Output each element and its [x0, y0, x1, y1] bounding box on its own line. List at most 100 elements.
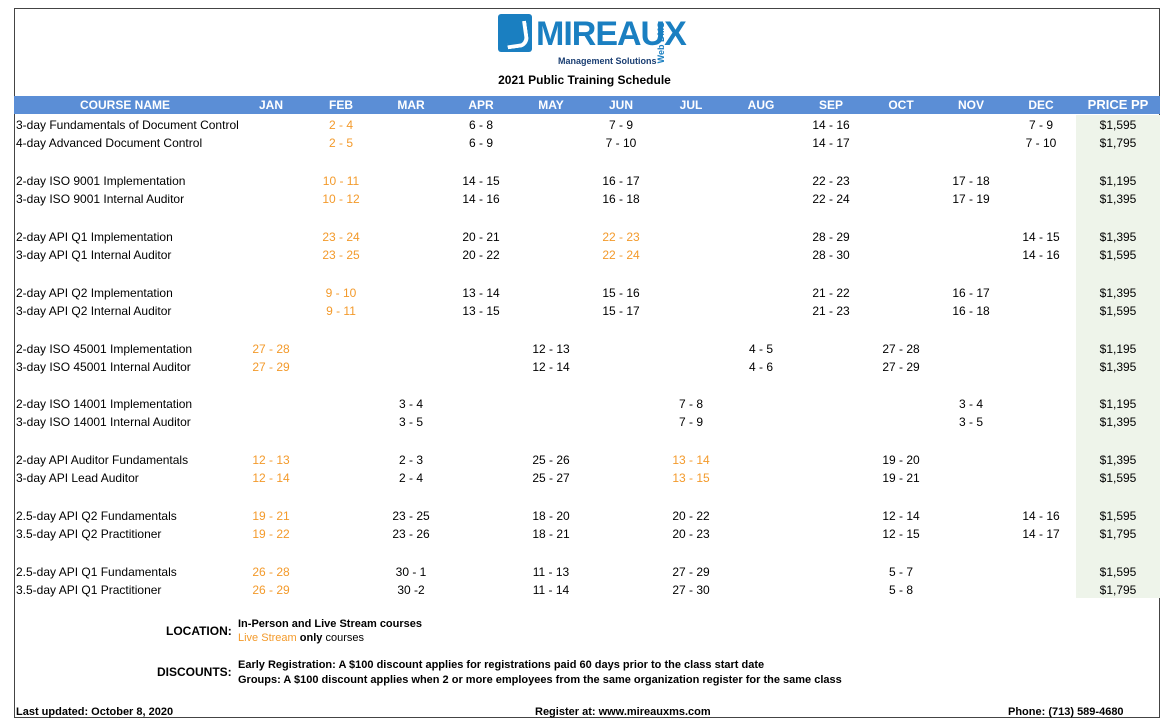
- session-date: 10 - 12: [322, 192, 360, 206]
- phone-number: Phone: (713) 589-4680: [1008, 706, 1124, 718]
- session-date: 27 - 28: [882, 342, 920, 356]
- only-text: only: [299, 632, 323, 644]
- session-date: 14 - 15: [1022, 230, 1060, 244]
- session-date: 22 - 24: [812, 192, 850, 206]
- course-price: $1,195: [1099, 342, 1137, 356]
- page-title: 2021 Public Training Schedule: [498, 73, 671, 87]
- session-date: 14 - 15: [462, 174, 500, 188]
- session-date: 14 - 17: [812, 136, 850, 150]
- course-name: 2.5-day API Q2 Fundamentals: [16, 509, 177, 523]
- course-price: $1,595: [1099, 248, 1137, 262]
- brand-name: MIREAUX: [536, 15, 687, 53]
- header-month-jun: JUN: [608, 98, 633, 112]
- session-date: 13 - 14: [462, 286, 500, 300]
- location-line-1: In-Person and Live Stream courses: [238, 618, 423, 630]
- session-date: 14 - 17: [1022, 527, 1060, 541]
- session-date: 17 - 18: [952, 174, 990, 188]
- session-date: 16 - 18: [602, 192, 640, 206]
- course-price: $1,395: [1099, 230, 1137, 244]
- course-name: 3.5-day API Q1 Practitioner: [16, 583, 162, 597]
- header-month-apr: APR: [468, 98, 494, 112]
- course-price: $1,395: [1099, 192, 1137, 206]
- session-date: 2 - 4: [398, 471, 423, 485]
- course-name: 3-day Fundamentals of Document Control: [16, 118, 239, 132]
- session-date: 15 - 17: [602, 304, 640, 318]
- session-date: 23 - 25: [392, 509, 430, 523]
- session-date: 22 - 23: [812, 174, 850, 188]
- session-date: 26 - 28: [252, 565, 290, 579]
- session-date: 16 - 18: [952, 304, 990, 318]
- session-date: 19 - 21: [882, 471, 920, 485]
- last-updated: Last updated: October 8, 2020: [16, 706, 174, 718]
- session-date: 23 - 26: [392, 527, 430, 541]
- session-date: 13 - 14: [672, 453, 710, 467]
- session-date: 16 - 17: [952, 286, 990, 300]
- course-price: $1,795: [1099, 583, 1137, 597]
- brand-tagline: Management Solutions: [558, 56, 657, 66]
- session-date: 3 - 4: [958, 397, 983, 411]
- session-date: 19 - 20: [882, 453, 920, 467]
- session-date: 25 - 27: [532, 471, 570, 485]
- header-month-sep: SEP: [818, 98, 843, 112]
- header-month-dec: DEC: [1028, 98, 1054, 112]
- session-date: 5 - 7: [888, 565, 913, 579]
- session-date: 9 - 11: [326, 304, 356, 318]
- course-price: $1,795: [1099, 136, 1137, 150]
- session-date: 11 - 13: [532, 565, 570, 579]
- session-date: 14 - 16: [462, 192, 500, 206]
- session-date: 11 - 14: [532, 583, 570, 597]
- header-month-jul: JUL: [679, 98, 703, 112]
- session-date: 14 - 16: [1022, 509, 1060, 523]
- session-date: 3 - 5: [398, 415, 423, 429]
- course-price: $1,595: [1099, 565, 1137, 579]
- register-link[interactable]: Register at: www.mireauxms.com: [535, 706, 711, 718]
- session-date: 6 - 9: [468, 136, 493, 150]
- session-date: 22 - 24: [602, 248, 640, 262]
- session-date: 19 - 22: [252, 527, 290, 541]
- header-price: PRICE PP: [1087, 97, 1149, 112]
- session-date: 22 - 23: [602, 230, 640, 244]
- session-date: 25 - 26: [532, 453, 570, 467]
- course-name: 2-day API Q1 Implementation: [16, 230, 173, 244]
- session-date: 30 -2: [397, 583, 425, 597]
- session-date: 27 - 29: [672, 565, 710, 579]
- course-price: $1,195: [1099, 174, 1137, 188]
- session-date: 21 - 23: [812, 304, 850, 318]
- course-name: 2-day API Auditor Fundamentals: [16, 453, 189, 467]
- session-date: 12 - 14: [252, 471, 290, 485]
- course-name: 2-day ISO 14001 Implementation: [16, 397, 193, 411]
- course-price: $1,395: [1099, 415, 1137, 429]
- course-name: 3-day API Q1 Internal Auditor: [16, 248, 172, 262]
- session-date: 19 - 21: [252, 509, 290, 523]
- session-date: 7 - 10: [605, 136, 637, 150]
- course-name: 3-day ISO 9001 Internal Auditor: [16, 192, 185, 206]
- session-date: 23 - 25: [322, 248, 360, 262]
- table-header-bar: [14, 96, 1160, 114]
- course-name: 3-day ISO 14001 Internal Auditor: [16, 415, 191, 429]
- header-month-may: MAY: [538, 98, 564, 112]
- header-month-mar: MAR: [397, 98, 425, 112]
- session-date: 10 - 11: [322, 174, 360, 188]
- discounts-label: DISCOUNTS:: [157, 665, 232, 679]
- course-name: 4-day Advanced Document Control: [16, 136, 203, 150]
- header-month-feb: FEB: [329, 98, 353, 112]
- session-date: 21 - 22: [812, 286, 850, 300]
- session-date: 13 - 15: [672, 471, 710, 485]
- course-name: 2-day ISO 9001 Implementation: [16, 174, 186, 188]
- session-date: 3 - 4: [398, 397, 423, 411]
- location-line-2: Live Stream only courses: [238, 632, 364, 644]
- course-price: $1,795: [1099, 527, 1137, 541]
- session-date: 7 - 9: [678, 415, 703, 429]
- course-price: $1,595: [1099, 118, 1137, 132]
- discount-early: Early Registration: A $100 discount appl…: [238, 659, 765, 671]
- session-date: 28 - 30: [812, 248, 850, 262]
- session-date: 4 - 5: [748, 342, 773, 356]
- logo-icon: [498, 14, 532, 52]
- session-date: 27 - 29: [882, 360, 920, 374]
- location-label: LOCATION:: [166, 624, 232, 638]
- header-course-name: COURSE NAME: [79, 98, 170, 112]
- course-name: 2.5-day API Q1 Fundamentals: [16, 565, 177, 579]
- course-name: 3.5-day API Q2 Practitioner: [16, 527, 162, 541]
- courses-text: courses: [325, 632, 364, 644]
- session-date: 12 - 15: [882, 527, 920, 541]
